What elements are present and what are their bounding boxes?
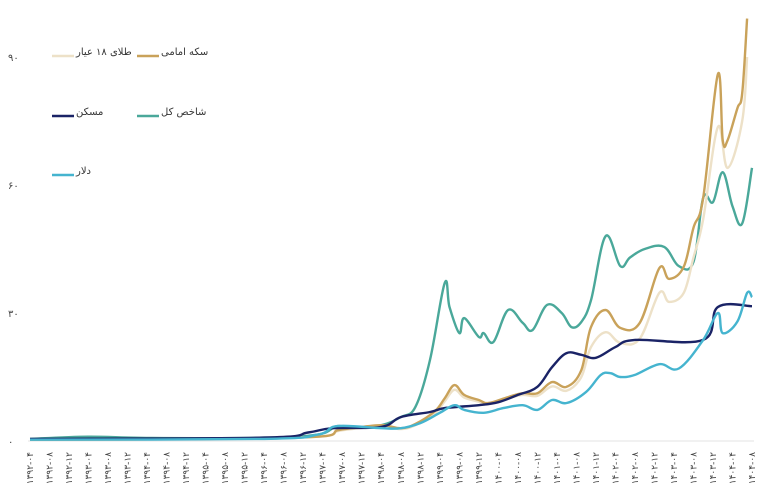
x-tick-label: ۱۳۹۴-۱۲ [182,452,192,484]
x-tick-label: ۱۳۹۳-۰۸ [104,452,114,484]
x-tick-label: ۱۳۹۷-۱۲ [358,452,368,484]
x-tick-label: ۱۴۰۰-۱۲ [533,452,543,484]
legend-label: طلای ۱۸ عیار [75,47,132,58]
legend-label: دلار [75,166,91,177]
x-tick-label: ۱۴۰۳-۰۸ [689,452,699,484]
x-tick-label: ۱۳۹۷-۰۴ [319,452,329,484]
x-tick-label: ۱۴۰۳-۰۴ [670,452,680,484]
y-tick-label: ۶۰ [8,181,19,192]
x-tick-label: ۱۳۹۵-۰۸ [221,452,231,484]
x-tick-label: ۱۴۰۴-۰۸ [748,452,758,484]
series-dollar-line [29,290,754,441]
y-tick-label: ۳۰ [8,309,19,320]
series-gold-18k-line [29,56,749,441]
x-tick-label: ۱۳۹۴-۰۴ [143,452,153,484]
x-tick-label: ۱۳۹۸-۰۸ [397,452,407,484]
x-tick-label: ۱۳۹۵-۱۲ [241,452,251,484]
x-tick-label: ۱۴۰۰-۰۸ [514,452,524,484]
x-tick-label: ۱۴۰۱-۰۸ [572,452,582,484]
x-tick-label: ۱۳۹۴-۰۸ [163,452,173,484]
legend-label: شاخص کل [161,107,206,118]
x-tick-label: ۱۳۹۹-۰۸ [455,452,465,484]
x-tick-label: ۱۴۰۱-۰۴ [553,452,563,484]
x-tick-label: ۱۳۹۲-۱۲ [65,452,75,484]
legend-label: مسکن [76,107,103,118]
legend-item: سکه امامی [137,47,208,58]
x-tick-label: ۱۴۰۰-۰۴ [494,452,504,484]
legend-item: مسکن [52,107,103,118]
x-tick-label: ۱۳۹۹-۰۴ [436,452,446,484]
x-tick-label: ۱۳۹۶-۱۲ [299,452,309,484]
legend-item: دلار [52,166,91,177]
x-tick-label: ۱۳۹۳-۱۲ [124,452,134,484]
y-tick-label: ۰ [8,437,13,448]
series-gold-coin-line [29,18,749,441]
x-tick-label: ۱۴۰۳-۱۲ [709,452,719,484]
x-tick-label: ۱۴۰۲-۰۸ [631,452,641,484]
y-tick-label: ۹۰ [8,53,19,64]
x-tick-label: ۱۴۰۲-۰۴ [611,452,621,484]
x-tick-label: ۱۳۹۸-۱۲ [416,452,426,484]
x-tick-label: ۱۳۹۲-۰۸ [46,452,56,484]
x-tick-label: ۱۳۹۳-۰۴ [85,452,95,484]
series-stock-index-line [29,167,754,441]
series-housing-line [29,302,753,441]
x-tick-label: ۱۳۹۵-۰۴ [202,452,212,484]
legend-label: سکه امامی [161,47,208,58]
series-lines [29,18,754,441]
x-tick-label: ۱۳۹۶-۰۴ [260,452,270,484]
legend: طلای ۱۸ عیار سکه امامی مسکن شاخص کل دلار [52,47,208,177]
x-tick-label: ۱۳۹۶-۰۸ [280,452,290,484]
x-tick-label: ۱۳۹۸-۰۴ [377,452,387,484]
x-axis-ticks: ۱۳۹۲-۰۴ ۱۳۹۲-۰۸ ۱۳۹۲-۱۲ ۱۳۹۳-۰۴ ۱۳۹۳-۰۸ ۱۳۹۳-… [26,452,758,484]
legend-item: طلای ۱۸ عیار [52,47,132,58]
x-tick-label: ۱۳۹۲-۰۴ [26,452,36,484]
x-tick-label: ۱۳۹۹-۱۲ [475,452,485,484]
x-tick-label: ۱۳۹۷-۰۸ [338,452,348,484]
x-tick-label: ۱۴۰۴-۰۴ [728,452,738,484]
x-tick-label: ۱۴۰۲-۱۲ [650,452,660,484]
y-axis-ticks: ۰ ۳۰ ۶۰ ۹۰ [8,53,19,448]
legend-item: شاخص کل [137,107,206,118]
x-tick-label: ۱۴۰۱-۱۲ [592,452,602,484]
